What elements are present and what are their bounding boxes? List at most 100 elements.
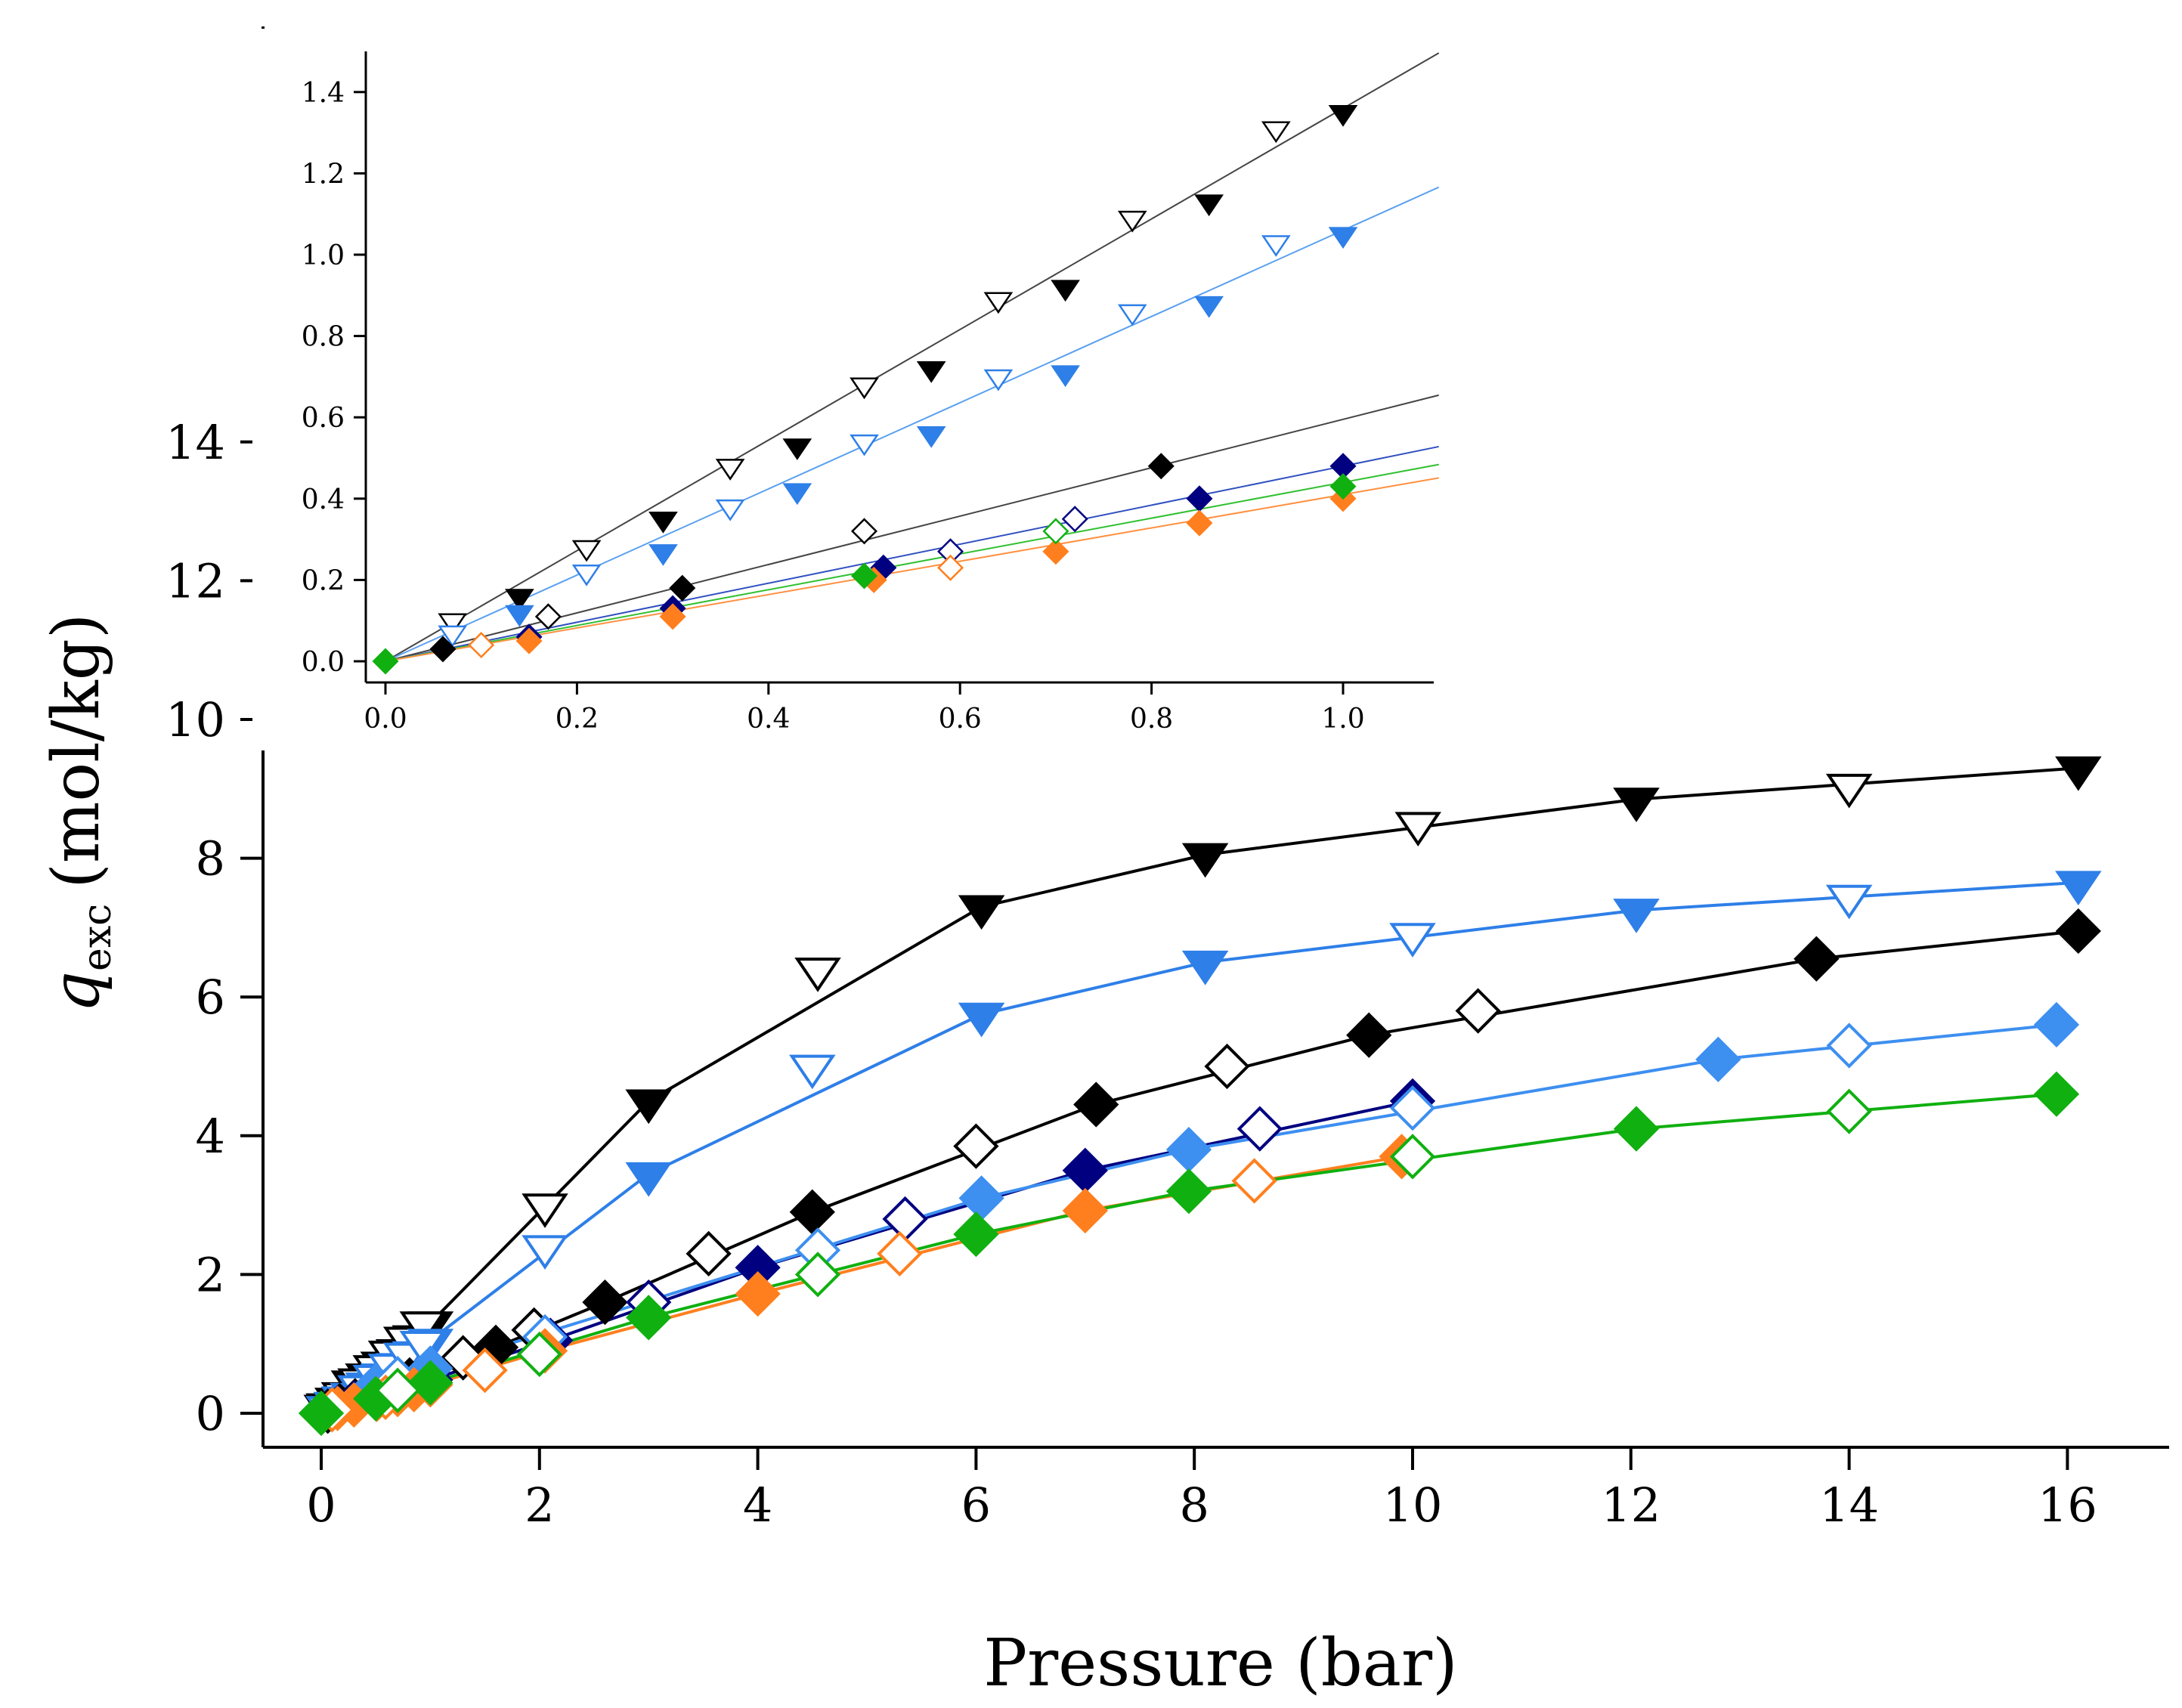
inset-plot: 0.0 0.2 0.4 0.6 0.8 1.0 0.0 0.2 0.4 0.6 0.8 1.0 1.2 1… — [252, 29, 1441, 750]
inset-series-black-tri-filled — [505, 105, 1358, 611]
inset-x-tick-label: 0.2 — [556, 704, 599, 735]
fit-orange-dia — [385, 477, 1439, 662]
inset-series-black-dia-open — [534, 518, 878, 630]
data-point — [462, 1347, 508, 1394]
inset-data-point — [1328, 105, 1358, 127]
data-point — [1165, 1168, 1212, 1214]
inset-data-point — [715, 499, 745, 521]
inset-data-point — [571, 540, 602, 562]
data-point — [794, 958, 841, 992]
inset-data-point — [1117, 210, 1147, 233]
main-plot: 0 2 4 6 8 10 12 14 16 0 2 4 6 8 10 12 14 — [166, 26, 2169, 1533]
inset-series-green-dia-filled — [372, 473, 1357, 675]
inset-data-point — [1194, 194, 1224, 217]
inset-data-point — [782, 438, 812, 460]
inset-data-point — [648, 512, 678, 534]
svg-text:qexc(mol/kg): qexc (mol/kg) — [39, 614, 120, 1013]
series-black-dia-filled — [305, 908, 2101, 1434]
data-point — [1204, 1043, 1250, 1090]
data-point — [2055, 908, 2101, 955]
data-point — [2055, 756, 2102, 791]
inset-data-point — [1042, 538, 1069, 565]
data-point — [953, 1211, 999, 1258]
inset-data-point — [1042, 518, 1069, 545]
inset-data-point — [468, 631, 495, 658]
data-point — [1073, 1081, 1119, 1128]
inset-series-blue-tri-open — [438, 235, 1291, 648]
y-tick-label: 10 — [166, 692, 225, 747]
data-point — [1165, 1127, 1212, 1173]
data-point — [625, 1089, 672, 1125]
inset-data-point — [505, 589, 534, 611]
inset-data-point — [782, 483, 812, 506]
data-point — [1346, 1012, 1392, 1058]
x-tick-label: 16 — [2038, 1477, 2097, 1533]
data-point — [958, 1175, 1004, 1221]
inset-x-tick-label: 0.4 — [747, 704, 790, 735]
data-point — [374, 1367, 421, 1413]
data-point — [1455, 988, 1501, 1034]
x-tick-label: 12 — [1601, 1477, 1660, 1533]
x-axis-title: Pressure (bar) — [983, 1626, 1457, 1701]
inset-data-point — [1261, 121, 1291, 144]
x-tick-label: 8 — [1179, 1477, 1209, 1533]
data-point — [2033, 1001, 2080, 1048]
inset-data-point — [715, 459, 745, 481]
inset-data-point — [1186, 509, 1213, 537]
x-tick-label: 2 — [525, 1477, 554, 1533]
fit-navy-dia — [385, 445, 1439, 662]
inset-data-point — [916, 426, 946, 448]
inset-data-point — [1147, 453, 1175, 480]
data-point — [1389, 1085, 1436, 1131]
data-point — [1181, 950, 1229, 986]
data-point — [1231, 1158, 1277, 1204]
y-tick-label: 6 — [196, 970, 225, 1025]
inset-y-tick-label: 0.8 — [302, 322, 345, 353]
inset-y-tick-label: 1.2 — [302, 159, 345, 190]
inset-data-point — [983, 369, 1014, 391]
inset-data-point — [438, 625, 468, 648]
inset-y-tick-label: 0.2 — [302, 565, 345, 596]
inset-y-tick-label: 1.4 — [302, 78, 345, 109]
inset-data-point — [1194, 295, 1224, 318]
inset-data-point — [515, 627, 543, 654]
data-point — [1794, 936, 1840, 982]
data-point — [625, 1162, 672, 1197]
data-point — [789, 1054, 836, 1090]
inset-data-point — [1051, 280, 1080, 302]
x-tick-label: 0 — [306, 1477, 336, 1533]
inset-data-point — [937, 554, 964, 581]
inset-data-point — [916, 360, 946, 383]
data-point — [1826, 1088, 1872, 1134]
y-axis-title-subscript: exc — [75, 904, 120, 971]
y-axis-title-units: (mol/kg) — [39, 614, 114, 889]
data-point — [399, 1331, 447, 1366]
inset-data-point — [669, 574, 696, 602]
inset-data-point — [1261, 235, 1291, 257]
data-point — [789, 1189, 835, 1235]
inset-data-point — [648, 544, 678, 566]
y-tick-label: 14 — [166, 415, 225, 470]
data-point — [958, 1002, 1005, 1038]
data-point — [516, 1331, 562, 1378]
data-point — [1394, 812, 1441, 847]
fit-green-dia — [385, 463, 1439, 662]
y-tick-label: 0 — [196, 1386, 225, 1441]
inset-y-tick-label: 1.0 — [302, 240, 345, 271]
inset-data-point — [571, 564, 602, 586]
data-point — [1613, 787, 1660, 822]
inset-series-black-dia-filled — [429, 453, 1175, 663]
data-point — [1062, 1187, 1108, 1234]
inset-series-green-dia-open — [1042, 518, 1069, 545]
data-point — [953, 1123, 999, 1169]
data-point — [1825, 773, 1873, 809]
inset-data-point — [1061, 506, 1088, 533]
data-point — [1389, 923, 1436, 958]
data-point — [1236, 1106, 1283, 1152]
data-point — [522, 1193, 568, 1228]
inset-y-tick-label: 0.0 — [302, 647, 345, 678]
inset-data-point — [850, 377, 879, 400]
inset-series-blue-tri-filled — [505, 227, 1358, 627]
inset-series-orange-dia-open — [468, 554, 964, 658]
